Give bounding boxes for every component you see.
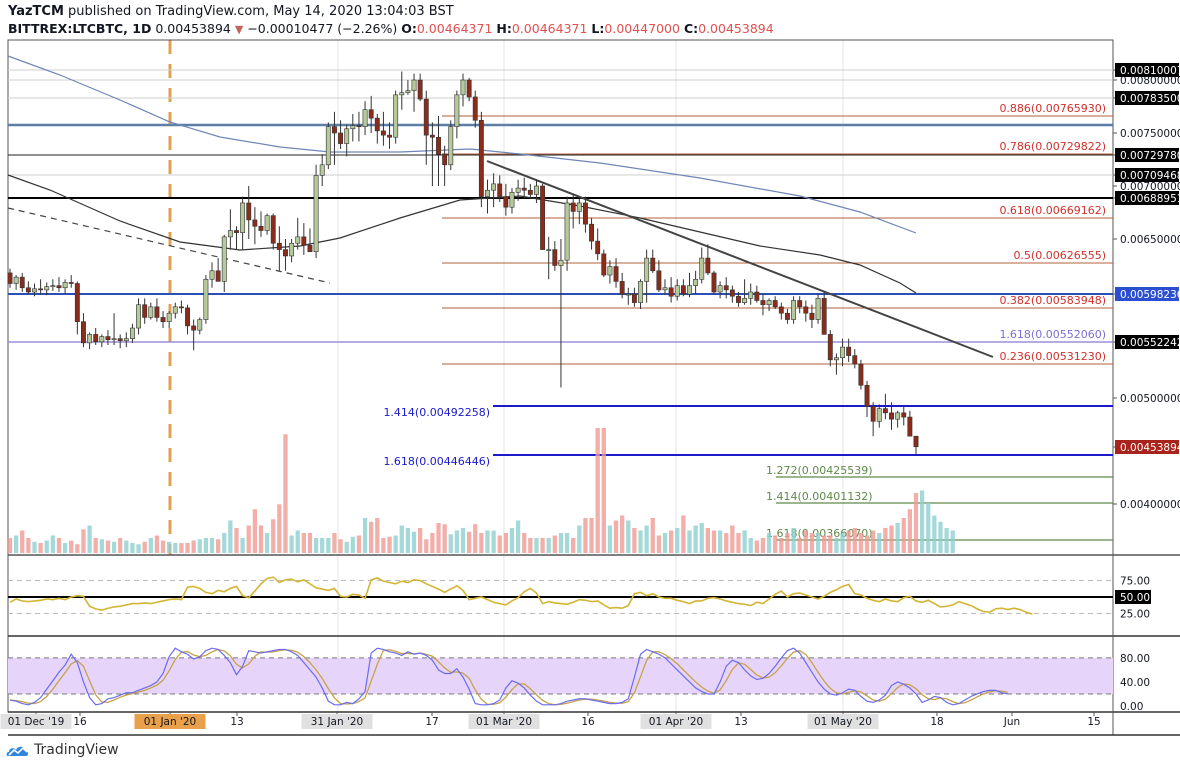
rsi-pane	[8, 576, 1113, 615]
svg-text:0.00750000: 0.00750000	[1120, 128, 1180, 140]
open-value: 0.00464371	[416, 21, 493, 36]
close-label: C:	[683, 21, 699, 36]
svg-text:1.414(0.00492258): 1.414(0.00492258)	[383, 406, 490, 419]
svg-text:0.786(0.00729822): 0.786(0.00729822)	[999, 140, 1106, 153]
svg-text:0.00: 0.00	[1120, 701, 1143, 713]
chart-panes	[7, 39, 1180, 736]
high-value: 0.00464371	[511, 21, 588, 36]
svg-text:01 Jan '20: 01 Jan '20	[144, 716, 196, 728]
svg-text:13: 13	[230, 716, 243, 728]
close-value: 0.00453894	[698, 21, 774, 36]
svg-text:0.00598236: 0.00598236	[1120, 289, 1180, 301]
svg-text:40.00: 40.00	[1120, 677, 1150, 689]
svg-text:18: 18	[930, 716, 943, 728]
svg-text:75.00: 75.00	[1120, 576, 1150, 588]
svg-text:1.618(0.00446446): 1.618(0.00446446)	[383, 455, 490, 468]
svg-text:25.00: 25.00	[1120, 609, 1150, 621]
svg-text:13: 13	[734, 716, 747, 728]
svg-text:0.00453894: 0.00453894	[1120, 442, 1180, 454]
svg-text:0.00783500: 0.00783500	[1120, 93, 1180, 105]
svg-text:0.00650000: 0.00650000	[1120, 234, 1180, 246]
svg-text:0.00729780: 0.00729780	[1120, 150, 1180, 162]
svg-text:80.00: 80.00	[1120, 653, 1150, 665]
svg-text:50.00: 50.00	[1120, 592, 1150, 604]
high-label: H:	[496, 21, 512, 36]
svg-text:0.00709468: 0.00709468	[1120, 170, 1180, 182]
author-name: YazTCM	[8, 4, 64, 19]
svg-text:1.272(0.00425539): 1.272(0.00425539)	[766, 464, 873, 477]
fibonacci-levels: 0.886(0.00765930) 0.786(0.00729822) 0.618(…	[383, 102, 1113, 541]
svg-text:Jun: Jun	[1003, 716, 1020, 728]
volume-bars	[7, 428, 955, 553]
svg-text:15: 15	[1087, 716, 1100, 728]
publisher-line: YazTCM published on TradingView.com, May…	[8, 4, 454, 19]
moving-averages	[7, 55, 917, 294]
svg-text:01 May '20: 01 May '20	[814, 716, 872, 728]
stoch-rsi-pane	[8, 647, 1113, 706]
svg-text:0.00500000: 0.00500000	[1120, 393, 1180, 405]
svg-text:0.00400000: 0.00400000	[1120, 499, 1180, 511]
tradingview-logo[interactable]: TradingView	[6, 742, 119, 758]
trendlines	[7, 160, 994, 358]
open-label: O:	[401, 21, 417, 36]
svg-text:0.00688951: 0.00688951	[1120, 193, 1180, 205]
svg-text:0.618(0.00669162): 0.618(0.00669162)	[999, 204, 1106, 217]
svg-text:01 Dec '19: 01 Dec '19	[8, 716, 65, 728]
svg-text:1.618(0.00552060): 1.618(0.00552060)	[999, 328, 1106, 341]
svg-text:31 Jan '20: 31 Jan '20	[311, 716, 363, 728]
svg-text:0.00800000: 0.00800000	[1120, 75, 1180, 87]
svg-text:1.414(0.00401132): 1.414(0.00401132)	[766, 490, 873, 503]
symbol-name: BITTREX:LTCBTC, 1D	[8, 21, 152, 36]
svg-text:0.886(0.00765930): 0.886(0.00765930)	[999, 102, 1106, 115]
published-text: published on TradingView.com, May 14, 20…	[63, 4, 454, 19]
svg-text:0.236(0.00531230): 0.236(0.00531230)	[999, 350, 1106, 363]
low-value: 0.00447000	[604, 21, 680, 36]
brand-name: TradingView	[34, 742, 119, 758]
svg-text:16: 16	[581, 716, 595, 728]
low-label: L:	[591, 21, 605, 36]
svg-text:17: 17	[425, 716, 438, 728]
svg-text:0.00552242: 0.00552242	[1120, 337, 1180, 349]
svg-text:0.00810007: 0.00810007	[1120, 65, 1180, 77]
svg-text:01 Mar '20: 01 Mar '20	[476, 716, 532, 728]
candlesticks	[7, 71, 919, 455]
chart-grid	[168, 40, 844, 712]
triangle-down-icon: ▼	[234, 23, 244, 36]
symbol-legend: BITTREX:LTCBTC, 1D 0.00453894 ▼ −0.00010…	[8, 21, 774, 36]
svg-text:16: 16	[73, 716, 87, 728]
price-change: −0.00010477 (−2.26%)	[247, 21, 398, 36]
time-axis[interactable]: 01 Dec '19 16 01 Jan '20 13 31 Jan '20 17 01 M…	[0, 712, 1101, 729]
svg-text:0.00700000: 0.00700000	[1120, 181, 1180, 193]
last-price: 0.00453894	[155, 21, 231, 36]
svg-text:01 Apr '20: 01 Apr '20	[649, 716, 703, 728]
tradingview-cloud-icon	[6, 746, 29, 756]
svg-text:0.5(0.00626555): 0.5(0.00626555)	[1013, 249, 1106, 262]
svg-text:0.382(0.00583948): 0.382(0.00583948)	[999, 294, 1106, 307]
